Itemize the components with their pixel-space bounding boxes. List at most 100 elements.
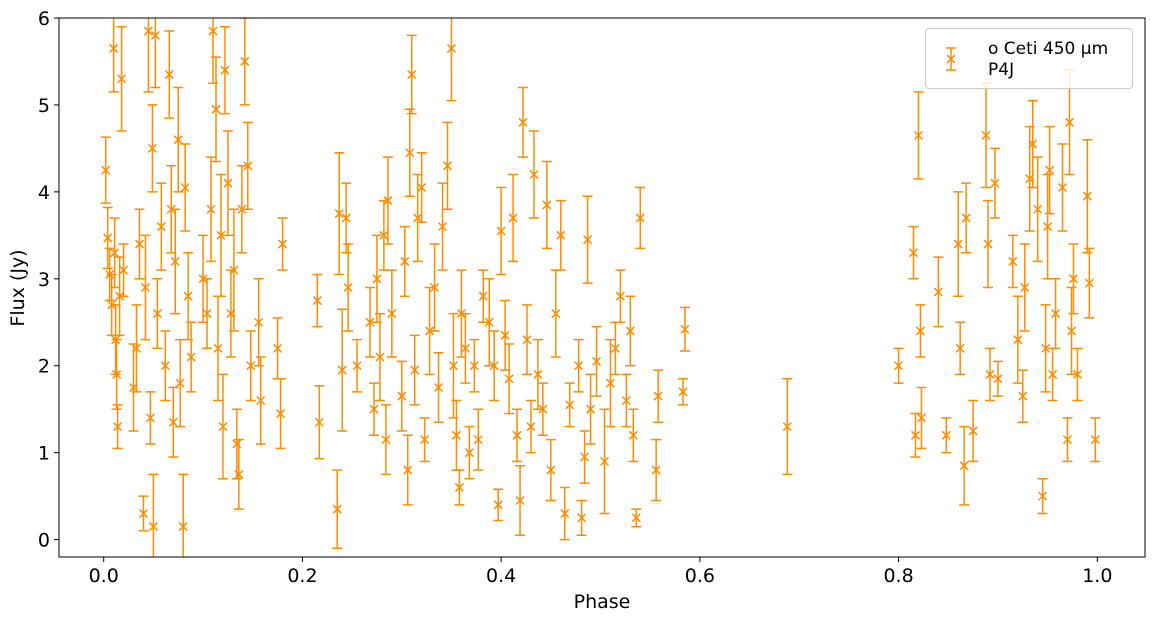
data-point [403, 465, 413, 475]
data-point [334, 209, 344, 219]
data-point [365, 317, 375, 327]
y-tick-label: 1 [38, 443, 50, 465]
data-point [164, 69, 174, 80]
data-point [237, 204, 247, 214]
data-point [213, 343, 223, 353]
data-point [993, 374, 1003, 384]
data-point [131, 343, 142, 353]
data-point [332, 504, 342, 514]
data-point [1090, 435, 1100, 445]
data-point [635, 213, 645, 223]
data-point [246, 361, 256, 371]
data-point [586, 404, 596, 414]
data-point [417, 182, 427, 193]
data-point [173, 135, 183, 145]
data-point [782, 422, 792, 432]
data-point [1038, 491, 1048, 501]
data-point [314, 417, 324, 427]
data-point [628, 430, 638, 440]
data-point [508, 213, 518, 223]
data-point [565, 400, 575, 410]
data-point [983, 239, 993, 249]
data-point [1051, 309, 1061, 319]
data-point [101, 165, 111, 175]
data-point [941, 430, 951, 440]
data-point [968, 426, 978, 436]
data-point [1048, 369, 1058, 379]
data-point [961, 213, 971, 223]
data-point [542, 200, 552, 210]
data-point [256, 395, 266, 406]
data-point [103, 233, 113, 243]
data-point [206, 204, 216, 214]
data-point [493, 500, 503, 510]
data-point [533, 369, 543, 379]
data-point [243, 161, 253, 171]
data-point [464, 448, 474, 458]
data-point [223, 178, 233, 188]
data-point [1043, 222, 1053, 232]
data-point [218, 422, 228, 432]
data-point [413, 213, 423, 223]
legend: o Ceti 450 μm P4J [925, 28, 1133, 89]
data-point [460, 343, 470, 353]
data-point [113, 422, 123, 432]
y-tick-label: 6 [38, 8, 50, 30]
data-point [180, 182, 190, 193]
data-point [990, 178, 1000, 188]
data-point [908, 248, 919, 258]
data-point [592, 356, 602, 366]
data-point [400, 256, 410, 266]
data-point [1082, 191, 1092, 201]
data-point [446, 43, 457, 53]
data-point [631, 513, 641, 523]
data-point [953, 239, 963, 249]
data-point [387, 309, 397, 319]
data-point [352, 361, 362, 371]
data-point [312, 296, 322, 306]
data-point [910, 430, 921, 440]
data-point [1045, 165, 1055, 175]
data-point [515, 495, 525, 506]
data-point [168, 417, 178, 427]
data-point [109, 43, 119, 53]
x-axis-label: Phase [574, 591, 631, 613]
data-point [143, 26, 153, 36]
data-point [1066, 326, 1077, 336]
data-point [147, 143, 157, 153]
data-point [1062, 435, 1073, 445]
data-point [916, 413, 926, 423]
plot-marks [100, 18, 1101, 557]
data-point [580, 452, 590, 462]
data-point [119, 265, 129, 275]
data-point [178, 522, 188, 532]
data-point [583, 235, 593, 245]
data-point [599, 456, 610, 466]
data-point [678, 387, 688, 397]
data-point [397, 391, 407, 401]
x-tick-label: 0.6 [685, 565, 715, 587]
x-tick-label: 1.0 [1082, 565, 1112, 587]
data-point [469, 361, 479, 371]
data-point [150, 30, 160, 40]
data-point [651, 465, 661, 475]
data-point [229, 265, 239, 275]
data-point [560, 509, 570, 519]
data-point [220, 65, 230, 75]
data-point [170, 256, 180, 266]
data-point [500, 330, 510, 340]
data-point [615, 291, 625, 301]
data-point [451, 430, 461, 440]
error-bar [143, 18, 154, 93]
data-point [211, 104, 221, 114]
data-point [240, 56, 250, 66]
data-point [915, 326, 925, 336]
data-point [208, 26, 218, 36]
data-point [434, 382, 444, 393]
y-tick-label: 5 [38, 95, 50, 117]
plot-frame [58, 17, 1146, 558]
x-tick-label: 0.0 [89, 565, 119, 587]
data-point [504, 374, 514, 384]
